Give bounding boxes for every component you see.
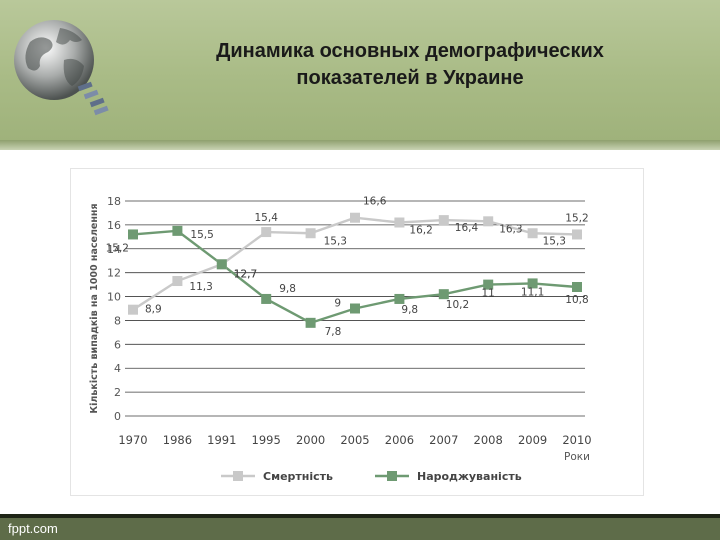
x-tick-label: 2000 [296, 433, 325, 447]
fertility-data-label: 15,2 [106, 242, 129, 254]
mortality-data-label: 15,3 [324, 235, 347, 247]
fertility-data-label: 9 [334, 298, 341, 310]
fertility-point [261, 293, 272, 304]
y-tick-label: 2 [114, 386, 121, 399]
mortality-point [261, 227, 272, 238]
fertility-point [216, 259, 227, 270]
legend-marker [233, 471, 243, 481]
legend-marker [387, 471, 397, 481]
x-tick-label: 1995 [252, 433, 281, 447]
x-tick-label: 2010 [562, 433, 591, 447]
y-tick-label: 0 [114, 410, 121, 423]
y-tick-label: 18 [107, 195, 121, 208]
mortality-data-label: 16,4 [455, 222, 479, 234]
slide-title-line-1: Динамика основных демографических [216, 40, 604, 62]
legend-label: Смертність [263, 470, 333, 483]
x-tick-label: 1970 [118, 433, 147, 447]
fertility-point [394, 293, 405, 304]
demographic-line-chart: 0 2 4 6 8 10 12 14 16 18 Кількість випадків на 100… [89, 195, 592, 483]
y-tick-label: 6 [114, 338, 121, 351]
mortality-point [483, 216, 494, 227]
mortality-data-label: 11,3 [189, 281, 212, 293]
legend-label: Народжуваність [417, 470, 522, 483]
mortality-point [350, 212, 360, 223]
mortality-point [172, 276, 183, 287]
y-tick-label: 16 [107, 219, 121, 232]
y-tick-label: 12 [107, 267, 121, 280]
fertility-data-label: 11,1 [521, 286, 544, 298]
mortality-data-label: 15,3 [543, 235, 566, 247]
footer-brand: fppt.com [8, 521, 58, 536]
fertility-point [172, 225, 183, 236]
x-tick-label: 2008 [474, 433, 503, 447]
mortality-data-label: 15,4 [255, 212, 279, 224]
slide-title: Динамика основных демографических показа… [150, 38, 670, 92]
fertility-data-label: 10,8 [565, 294, 588, 306]
x-axis-label: Роки [564, 451, 590, 463]
mortality-point [527, 228, 538, 239]
mortality-data-label: 16,3 [499, 223, 522, 235]
footer-line [0, 514, 720, 518]
x-tick-label: 1991 [207, 433, 236, 447]
x-tick-label: 2009 [518, 433, 547, 447]
mortality-data-label: 15,2 [565, 212, 588, 224]
y-tick-label: 14 [107, 243, 121, 256]
chart-panel: 0 2 4 6 8 10 12 14 16 18 Кількість випадків на 100… [70, 168, 644, 496]
fertility-data-label: 12,7 [234, 268, 257, 280]
fertility-point [438, 289, 449, 300]
y-tick-label: 10 [107, 291, 121, 304]
slide-title-line-2: показателей в Украине [296, 67, 524, 89]
mortality-point [128, 304, 138, 315]
fertility-data-label: 9,8 [401, 304, 418, 316]
mortality-data-label: 16,6 [363, 196, 387, 208]
x-tick-label: 2007 [429, 433, 458, 447]
mortality-point [394, 217, 405, 228]
mortality-data-label: 8,9 [145, 304, 162, 316]
x-tick-label: 2006 [385, 433, 414, 447]
fertility-point [572, 282, 582, 292]
mortality-data-label: 12,7 [234, 268, 257, 280]
fertility-data-label: 10,2 [446, 299, 469, 311]
fertility-point [305, 317, 316, 328]
slide-footer [0, 514, 720, 540]
fertility-point [527, 278, 538, 289]
fertility-point [350, 303, 360, 314]
header-band [0, 140, 720, 150]
fertility-point [483, 279, 494, 290]
y-axis-label: Кількість випадків на 1000 населення [89, 203, 100, 413]
fertility-point [128, 229, 138, 240]
mortality-data-label: 16,2 [409, 225, 432, 237]
slide-header [0, 0, 720, 140]
mortality-point [572, 229, 582, 240]
globe-icon [14, 20, 109, 116]
x-tick-label: 1986 [163, 433, 192, 447]
y-tick-label: 4 [114, 362, 121, 375]
fertility-data-label: 9,8 [279, 283, 296, 295]
y-tick-label: 8 [114, 314, 121, 327]
fertility-data-label: 7,8 [325, 326, 342, 338]
mortality-point [305, 228, 316, 239]
x-tick-label: 2005 [340, 433, 369, 447]
fertility-data-label: 11 [482, 288, 495, 300]
mortality-point [438, 215, 449, 226]
fertility-data-label: 15,5 [190, 229, 213, 241]
